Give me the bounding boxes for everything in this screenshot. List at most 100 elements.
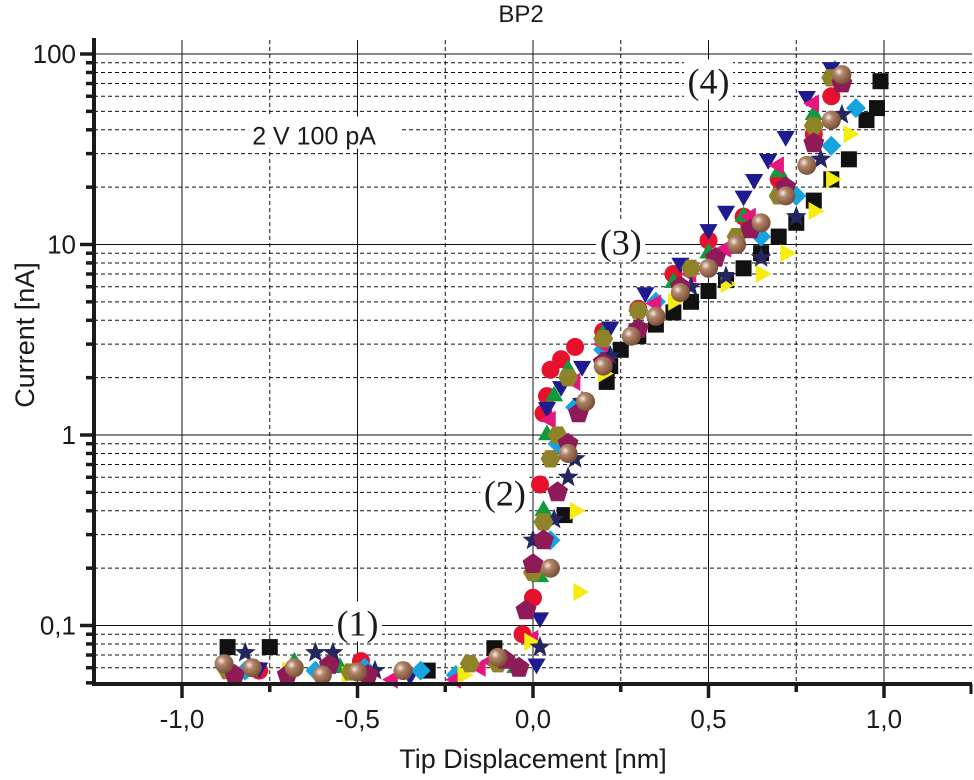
x-tick-label: 0,0: [515, 704, 551, 734]
axes: -1,0 -0,5 0,0 0,5 1,0 0,1 1 10 100: [33, 38, 973, 734]
data-point: [785, 205, 807, 226]
data-point: [768, 156, 784, 175]
data-point: [488, 647, 508, 667]
annotations: 2 V 100 pA (1) (2) (3) (4): [248, 59, 733, 644]
data-point: [533, 529, 554, 550]
data-point: [636, 287, 655, 303]
data-point: [668, 292, 684, 311]
data-point: [599, 344, 621, 365]
series-brown-spheres: [214, 65, 852, 685]
y-tick-label: 1: [62, 420, 76, 450]
x-axis-title: Tip Displacement [nm]: [399, 744, 667, 774]
data-point: [312, 665, 332, 685]
y-axis-title: Current [nA]: [10, 262, 40, 408]
data-point: [821, 135, 842, 156]
data-point: [573, 582, 590, 602]
region-label: (3): [600, 223, 642, 263]
data-point: [531, 475, 549, 494]
data-point: [621, 326, 641, 346]
data-point: [734, 190, 753, 207]
data-point: [547, 481, 569, 502]
data-point: [845, 98, 866, 119]
data-point: [872, 73, 889, 90]
data-point: [284, 658, 304, 678]
data-point: [576, 392, 596, 411]
y-tick-label: 10: [47, 230, 76, 260]
data-point: [524, 632, 540, 651]
x-tick-label: -1,0: [160, 704, 205, 734]
data-point: [508, 656, 530, 677]
data-point: [646, 306, 666, 326]
region-label: (4): [688, 62, 730, 102]
region-label: (2): [484, 474, 526, 514]
y-tick-label: 100: [33, 39, 76, 69]
data-point: [770, 228, 787, 245]
data-point: [826, 170, 842, 189]
chart-title: BP2: [498, 1, 543, 28]
data-point: [569, 501, 586, 520]
annotation-background: [248, 116, 401, 149]
x-tick-label: 0,5: [690, 704, 726, 734]
data-point: [566, 337, 585, 356]
data-point: [529, 636, 551, 656]
data-point: [681, 259, 701, 277]
data-point: [557, 466, 579, 487]
data-point: [558, 444, 578, 463]
data-point: [457, 665, 474, 685]
annotation-background: [684, 59, 733, 100]
data-point: [831, 103, 853, 124]
data-point: [858, 112, 875, 129]
data-point: [522, 553, 544, 573]
data-point: [700, 283, 717, 299]
data-point: [214, 654, 234, 674]
data-point: [261, 639, 278, 656]
data-point: [797, 91, 816, 107]
data-point: [522, 529, 544, 550]
data-point: [840, 151, 857, 168]
data-point: [558, 369, 579, 387]
data-point: [803, 132, 825, 153]
data-point: [534, 500, 553, 517]
data-point: [540, 410, 556, 429]
data-point: [699, 224, 718, 240]
x-tick-label: -0,5: [335, 704, 380, 734]
series-green-triangles: [285, 59, 844, 674]
grid: [94, 40, 972, 684]
y-tick-label: 0,1: [40, 611, 76, 641]
data-point: [393, 661, 413, 681]
data-point: [780, 244, 797, 263]
data-point: [750, 246, 772, 267]
data-point: [797, 155, 817, 175]
region-label: (1): [337, 604, 379, 644]
data-point: [804, 104, 823, 120]
data-point: [410, 660, 431, 681]
series-olive-hexagons: [217, 69, 842, 681]
data-point: [670, 283, 690, 302]
data-point: [810, 148, 832, 169]
data-point: [745, 174, 764, 190]
data-point: [699, 231, 718, 250]
data-point: [776, 186, 796, 206]
data-point: [234, 641, 256, 662]
data-point: [776, 131, 795, 147]
data-point: [527, 658, 546, 675]
data-point: [459, 655, 480, 673]
data-point: [699, 258, 718, 278]
data-point: [541, 558, 560, 578]
x-tick-label: 1,0: [866, 704, 902, 734]
data-point: [469, 658, 486, 677]
data-point: [803, 117, 824, 135]
annotation-background: [333, 601, 382, 642]
data-point: [628, 301, 649, 320]
data-point: [680, 275, 702, 296]
data-point: [843, 125, 860, 144]
data-point: [715, 265, 737, 286]
data-point: [537, 401, 557, 418]
data-point: [869, 100, 885, 117]
data-point: [759, 154, 778, 170]
data-point: [242, 658, 262, 678]
data-point: [808, 201, 825, 221]
data-point: [304, 641, 326, 662]
data-point: [593, 356, 613, 376]
